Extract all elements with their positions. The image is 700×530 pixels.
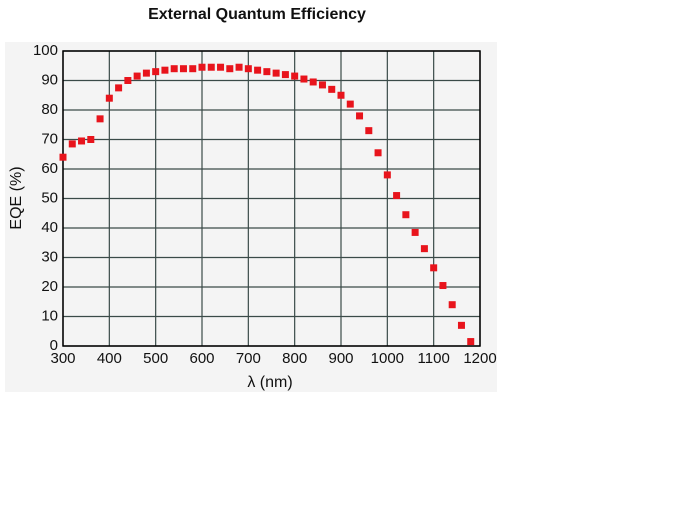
- y-tick-label: 60: [41, 160, 58, 177]
- x-tick-label: 700: [236, 350, 261, 367]
- data-point: [318, 81, 326, 89]
- data-point: [365, 127, 373, 135]
- y-axis-label: EQE (%): [8, 166, 25, 229]
- data-point: [393, 192, 401, 200]
- data-point: [152, 68, 160, 76]
- y-tick-label: 80: [41, 101, 58, 118]
- y-tick-label: 90: [41, 71, 58, 88]
- y-tick-label: 40: [41, 219, 58, 236]
- x-axis-label: λ (nm): [247, 374, 292, 391]
- y-tick-label: 70: [41, 130, 58, 147]
- data-point: [420, 245, 428, 253]
- data-point: [467, 338, 475, 346]
- data-point: [115, 84, 123, 92]
- x-tick-label: 1000: [371, 350, 404, 367]
- data-point: [337, 91, 345, 99]
- data-point: [78, 137, 86, 145]
- data-point: [244, 65, 252, 73]
- data-point: [226, 65, 234, 73]
- x-tick-label: 900: [328, 350, 353, 367]
- data-point: [124, 77, 132, 84]
- x-tick-label: 500: [143, 350, 168, 367]
- data-point: [142, 69, 150, 77]
- data-point: [133, 72, 141, 80]
- data-point: [374, 149, 382, 157]
- data-point: [105, 94, 113, 102]
- data-point: [198, 63, 206, 71]
- chart-background: [5, 42, 497, 392]
- data-point: [189, 65, 197, 73]
- data-point: [402, 211, 410, 219]
- data-point: [207, 63, 215, 71]
- x-tick-label: 800: [282, 350, 307, 367]
- data-point: [254, 66, 262, 74]
- data-point: [411, 228, 419, 236]
- data-point: [68, 140, 76, 148]
- data-point: [272, 69, 280, 77]
- y-tick-label: 100: [33, 42, 58, 59]
- data-point: [439, 282, 447, 290]
- data-point: [235, 63, 243, 71]
- data-point: [291, 72, 299, 80]
- x-tick-label: 600: [189, 350, 214, 367]
- y-tick-label: 30: [41, 248, 58, 265]
- data-point: [96, 115, 104, 123]
- x-tick-label: 1200: [463, 350, 496, 367]
- x-tick-label: 1100: [418, 350, 450, 367]
- data-point: [430, 264, 438, 272]
- data-point: [356, 112, 364, 120]
- data-point: [448, 301, 456, 309]
- data-point: [87, 136, 95, 143]
- data-point: [161, 66, 169, 74]
- data-point: [217, 63, 225, 71]
- data-point: [457, 321, 465, 329]
- x-tick-label: 400: [97, 350, 122, 367]
- data-point: [281, 71, 289, 79]
- data-point: [309, 78, 317, 86]
- data-point: [328, 85, 336, 93]
- data-point: [300, 75, 308, 83]
- data-point: [263, 68, 271, 76]
- data-point: [346, 100, 354, 108]
- plot-frame: [62, 50, 481, 347]
- data-point: [170, 65, 178, 73]
- data-point: [179, 65, 187, 73]
- y-tick-label: 10: [41, 307, 58, 324]
- chart-title: External Quantum Efficiency: [148, 6, 366, 23]
- data-point: [59, 153, 67, 161]
- data-point: [383, 171, 391, 179]
- y-tick-label: 50: [41, 189, 58, 206]
- y-tick-label: 20: [41, 278, 58, 295]
- y-tick-label: 0: [50, 337, 58, 354]
- x-tick-label: 300: [50, 350, 75, 367]
